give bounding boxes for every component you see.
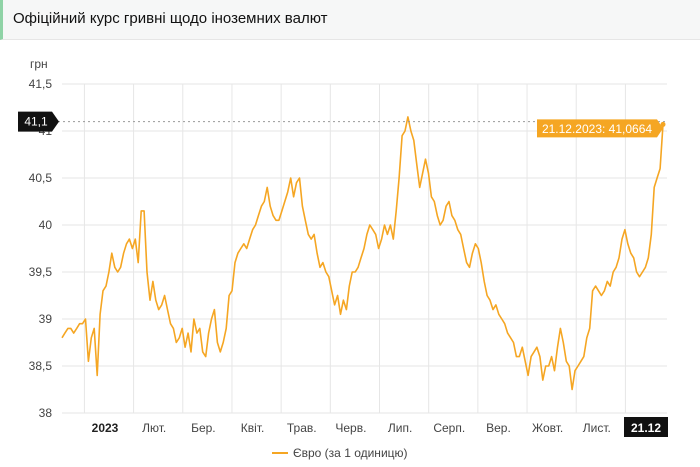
- page-title: Офіційний курс гривні щодо іноземних вал…: [13, 10, 328, 27]
- x-tick-label: Серп.: [433, 421, 465, 435]
- series-line-euro: [61, 116, 664, 391]
- crosshair-label: 41,1: [24, 115, 48, 129]
- x-tick-label: Лют.: [142, 421, 166, 435]
- tooltip-point: [660, 121, 666, 127]
- x-tick-label: 2023: [92, 421, 119, 435]
- y-tick-label: 38,5: [29, 359, 53, 373]
- legend[interactable]: Євро (за 1 одиницю): [272, 446, 408, 460]
- x-tick-label: Бер.: [191, 421, 216, 435]
- tooltip-shape: [537, 119, 663, 138]
- x-tick-highlight-box: [624, 417, 668, 437]
- series-layer: [61, 116, 664, 391]
- y-tick-label: 40,5: [29, 171, 53, 185]
- legend-item-euro[interactable]: Євро (за 1 одиницю): [272, 446, 408, 460]
- y-tick-label: 39,5: [29, 265, 53, 279]
- grid-lines: [62, 83, 667, 414]
- page-header: Офіційний курс гривні щодо іноземних вал…: [0, 0, 700, 40]
- crosshair: 41,1: [18, 111, 667, 132]
- x-tick-label: Трав.: [287, 421, 317, 435]
- y-tick-label: 38: [39, 406, 53, 420]
- y-tick-label: 41,5: [29, 77, 53, 91]
- legend-label: Євро (за 1 одиницю): [293, 446, 408, 460]
- x-tick-highlight: 21.12: [624, 417, 668, 437]
- y-axis-unit-label: грн: [30, 57, 48, 71]
- tooltip: 21.12.2023: 41,0664: [537, 119, 666, 138]
- x-axis: 2023 Лют. Бер. Квіт. Трав. Черв. Лип. Серп. Вер.…: [92, 417, 668, 437]
- crosshair-tag-shape: [18, 111, 59, 132]
- tooltip-box: 21.12.2023: 41,0664: [537, 119, 666, 138]
- y-tick-label: 40: [39, 218, 53, 232]
- tooltip-text: 21.12.2023: 41,0664: [542, 122, 652, 136]
- x-tick-label: Вер.: [486, 421, 511, 435]
- x-tick-label: 21.12: [631, 421, 661, 435]
- y-tick-label: 39: [39, 312, 53, 326]
- x-tick-label: Черв.: [335, 421, 366, 435]
- x-tick-label: Лист.: [583, 421, 611, 435]
- crosshair-value-tag: 41,1: [18, 111, 59, 132]
- x-tick-label: Квіт.: [241, 421, 265, 435]
- x-tick-label: Лип.: [388, 421, 412, 435]
- x-tick-label: Жовт.: [532, 421, 563, 435]
